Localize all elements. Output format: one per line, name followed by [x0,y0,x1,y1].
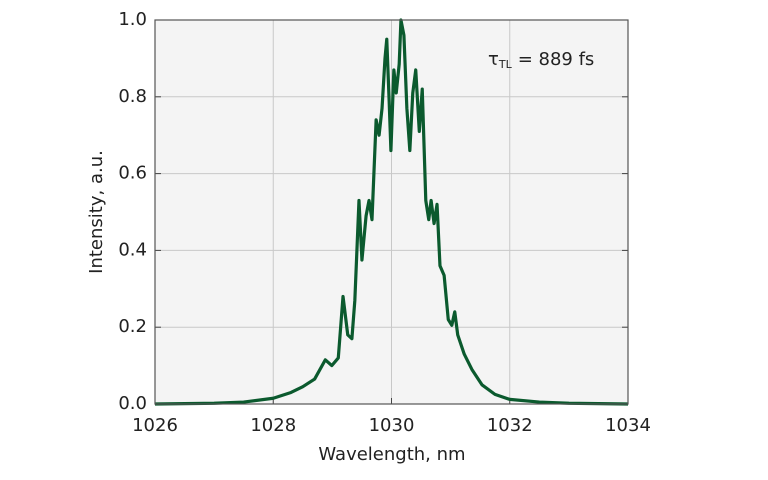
annotation-symbol: τ [488,49,499,70]
y-axis-label: Intensity, a.u. [86,150,107,274]
x-tick-label: 1026 [132,415,178,436]
y-tick-label: 0.2 [118,316,147,337]
x-tick-label: 1030 [369,415,415,436]
x-tick-label: 1028 [250,415,296,436]
plot-frame [154,19,629,405]
y-tick-label: 0.0 [118,393,147,414]
data-line [154,18,629,406]
x-axis-label: Wavelength, nm [318,444,465,465]
y-tick-label: 1.0 [118,9,147,30]
x-tick-label: 1032 [487,415,533,436]
y-tick-label: 0.8 [118,86,147,107]
annotation-text: = 889 fs [518,49,595,70]
annotation-subscript: TL [498,58,513,71]
x-tick-label: 1034 [605,415,651,436]
annotation: τTL = 889 fs [488,49,594,71]
y-tick-label: 0.4 [118,239,147,260]
y-tick-label: 0.6 [118,163,147,184]
